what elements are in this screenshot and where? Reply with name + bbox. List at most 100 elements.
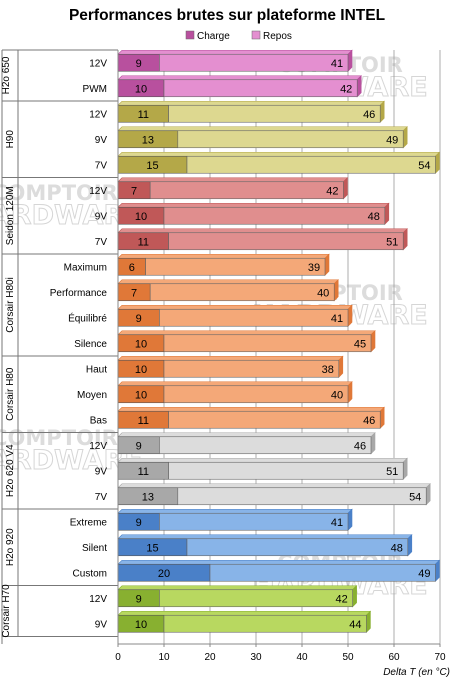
row-label: 12V xyxy=(89,594,107,605)
row-label: Équilibré xyxy=(68,311,107,324)
bar-repos xyxy=(159,436,372,455)
row-label: 12V xyxy=(89,441,107,452)
data-label-repos: 51 xyxy=(386,466,398,478)
bar-top-face xyxy=(117,253,330,259)
bar-side-face xyxy=(407,534,413,557)
data-label-repos: 46 xyxy=(363,415,375,427)
x-axis-label: Delta T (en °C) xyxy=(383,667,450,678)
bar-repos xyxy=(159,53,349,72)
bar-side-face xyxy=(347,304,353,327)
value-axis: 0 10 20 30 40 50 60 70 Delta T (en °C) xyxy=(115,50,450,678)
data-label-repos: 48 xyxy=(391,542,403,554)
data-label-repos: 46 xyxy=(363,109,375,121)
data-label-charge: 10 xyxy=(135,389,147,401)
data-label-charge: 15 xyxy=(146,542,158,554)
bar-side-face xyxy=(370,432,376,455)
data-label-charge: 13 xyxy=(142,134,154,146)
data-label-charge: 10 xyxy=(135,83,147,95)
bar-top-face xyxy=(117,228,408,234)
bar-top-face xyxy=(117,177,349,183)
x-tick-label: 50 xyxy=(342,652,354,663)
data-label-charge: 13 xyxy=(142,491,154,503)
row-label: 7V xyxy=(95,160,108,171)
bar-repos xyxy=(163,359,340,378)
bar-side-face xyxy=(384,202,390,225)
bar-top-face xyxy=(117,355,344,361)
bar-top-face xyxy=(117,202,390,208)
bar-side-face xyxy=(370,330,376,353)
bar-top-face xyxy=(117,279,339,285)
bar-top-face xyxy=(117,126,408,132)
bar-side-face xyxy=(435,151,440,174)
bar-top-face xyxy=(117,381,353,387)
data-label-repos: 54 xyxy=(409,491,421,503)
bar-side-face xyxy=(333,279,339,302)
bar-side-face xyxy=(356,75,362,98)
bar-side-face xyxy=(379,100,385,123)
bar-top-face xyxy=(117,151,441,157)
bar-top-face xyxy=(117,406,385,412)
bar-repos xyxy=(145,257,326,276)
data-label-charge: 7 xyxy=(131,185,137,197)
row-label: 9V xyxy=(95,135,108,146)
group-label: Seidon 120M xyxy=(5,186,16,245)
data-label-charge: 11 xyxy=(138,109,149,121)
group-label: Corsair H80 xyxy=(5,367,16,421)
x-tick-label: 0 xyxy=(115,652,121,663)
bar-side-face xyxy=(324,253,330,276)
data-label-repos: 41 xyxy=(331,313,343,325)
group-label: H2o 620 V4 xyxy=(5,444,16,497)
data-label-repos: 42 xyxy=(326,185,338,197)
x-tick-label: 40 xyxy=(296,652,308,663)
data-label-repos: 54 xyxy=(418,160,430,172)
bar-repos xyxy=(168,232,404,251)
bar-repos xyxy=(163,206,386,225)
row-label: Performance xyxy=(50,288,108,299)
bar-top-face xyxy=(117,610,372,616)
bar-repos xyxy=(209,563,436,582)
x-tick-label: 60 xyxy=(388,652,400,663)
bar-side-face xyxy=(379,406,385,429)
row-label: 12V xyxy=(89,58,107,69)
legend-label: Repos xyxy=(263,31,292,42)
bar-repos xyxy=(163,79,358,98)
data-label-repos: 49 xyxy=(386,134,398,146)
category-axis: H2o 650 12V PWM H90 12V 9V 7V Seidon 120M 12V 9V 7… xyxy=(1,49,118,644)
watermark-text: COMPTOIR xyxy=(0,426,118,450)
data-label-repos: 42 xyxy=(335,593,347,605)
data-label-repos: 42 xyxy=(340,83,352,95)
row-label: 7V xyxy=(95,492,108,503)
x-tick-label: 20 xyxy=(204,652,216,663)
legend-swatch xyxy=(185,30,195,40)
bar-top-face xyxy=(117,457,408,463)
data-label-repos: 51 xyxy=(386,236,398,248)
data-label-repos: 41 xyxy=(331,517,343,529)
bar-side-face xyxy=(425,483,431,506)
bar-repos xyxy=(163,334,372,353)
row-label: 9V xyxy=(95,619,108,630)
bar-repos xyxy=(149,283,335,302)
row-label: PWM xyxy=(83,84,107,95)
row-label: Moyen xyxy=(77,390,107,401)
data-label-charge: 9 xyxy=(136,517,142,529)
data-label-charge: 11 xyxy=(138,415,149,427)
data-label-repos: 49 xyxy=(418,568,430,580)
bar-top-face xyxy=(117,100,385,106)
bar-top-face xyxy=(117,304,353,310)
bar-repos xyxy=(149,181,344,200)
data-label-charge: 10 xyxy=(135,338,147,350)
bar-side-face xyxy=(347,381,353,404)
group-label: H2o 650 xyxy=(1,56,12,94)
group-label: Corsair H70 xyxy=(1,584,12,638)
chart-title: Performances brutes sur plateforme INTEL xyxy=(69,7,385,24)
data-label-repos: 44 xyxy=(349,619,361,631)
bar-top-face xyxy=(117,330,376,336)
bar-repos xyxy=(177,487,427,506)
bar-repos xyxy=(168,461,404,480)
bar-side-face xyxy=(343,177,348,200)
data-label-repos: 40 xyxy=(317,287,329,299)
data-label-repos: 38 xyxy=(322,364,334,376)
row-label: 9V xyxy=(95,211,108,222)
group-label: Corsair H80i xyxy=(5,277,16,333)
data-label-charge: 7 xyxy=(131,287,137,299)
